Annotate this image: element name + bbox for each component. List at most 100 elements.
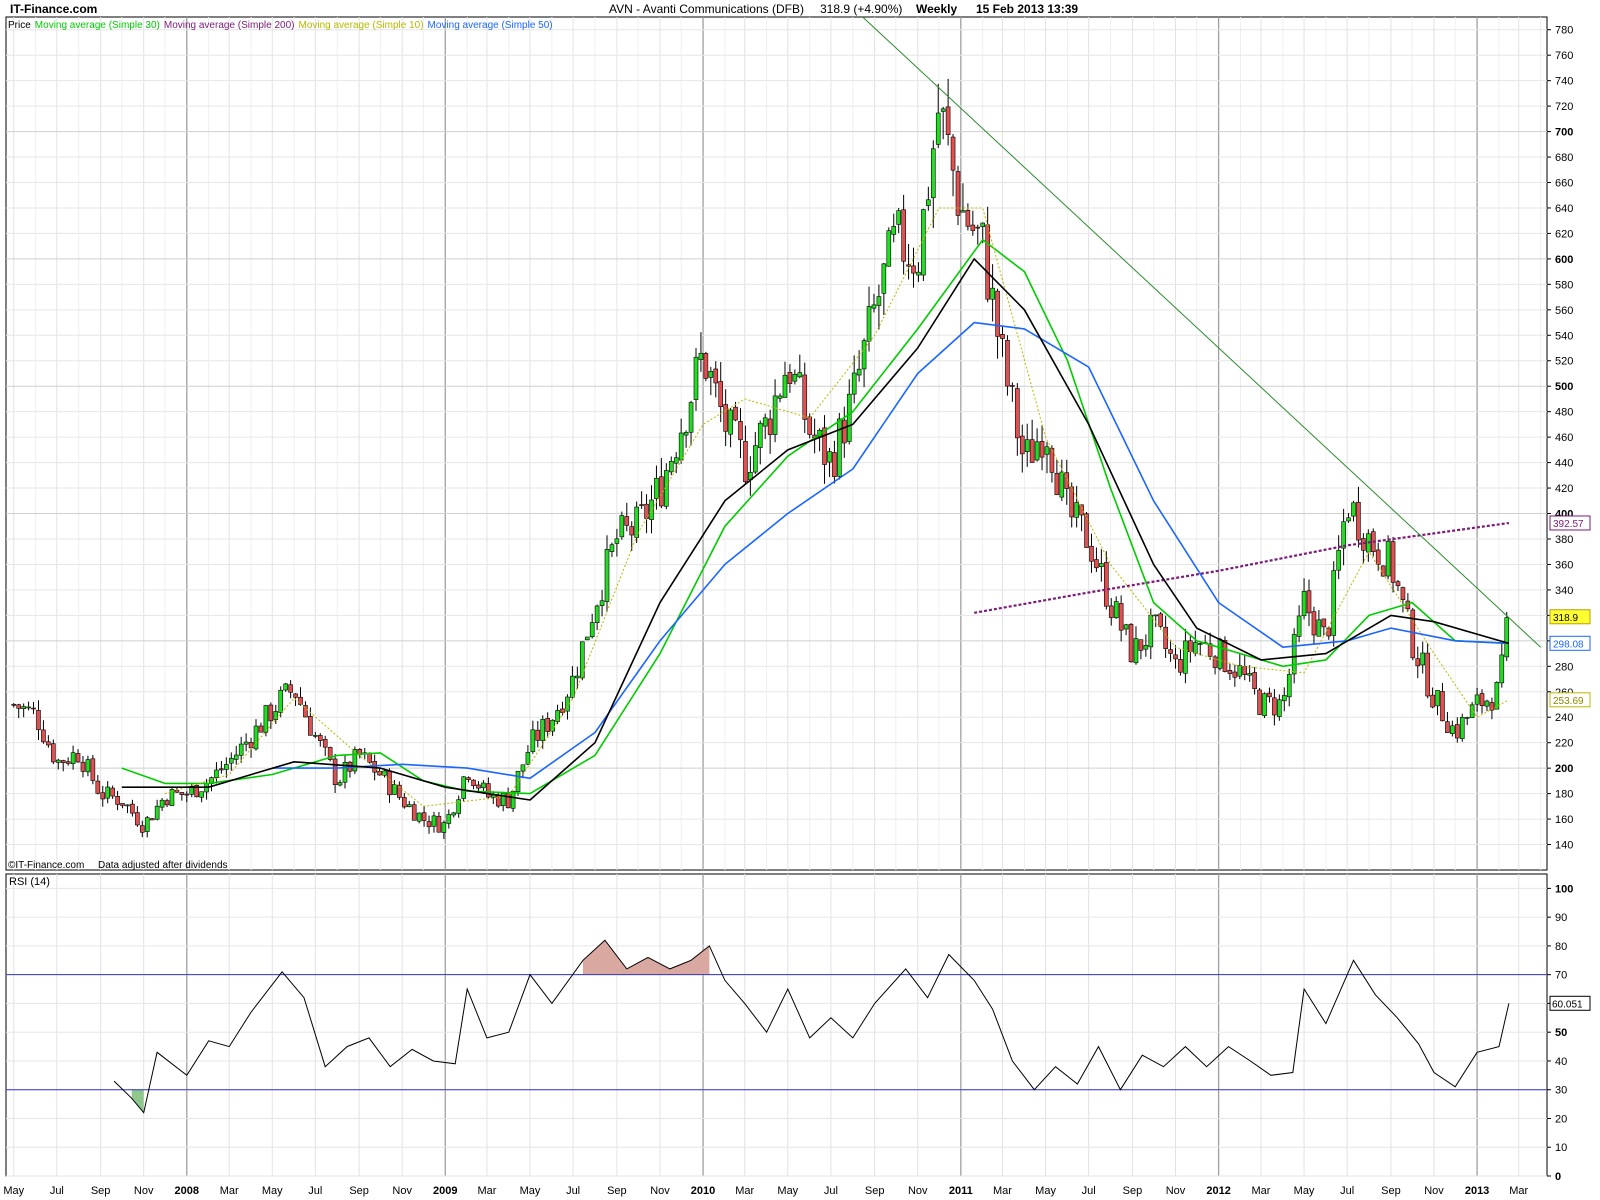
candle-body (891, 226, 897, 235)
y-tick-label: 200 (1555, 763, 1573, 775)
x-tick-label: May (1294, 1185, 1315, 1197)
candle-body (1118, 603, 1124, 631)
candle-body (515, 770, 521, 792)
candle-body (594, 605, 600, 624)
rsi-y-axis: 0102030405060708090100 (1547, 883, 1573, 1183)
candle-body (1440, 691, 1445, 722)
candle-body (673, 457, 679, 464)
candle-body (120, 803, 125, 806)
candle-body (85, 759, 91, 773)
y-tick-label: 460 (1555, 432, 1573, 444)
candle-body (1390, 541, 1396, 583)
candle-body (535, 729, 541, 741)
y-tick-label: 720 (1555, 101, 1573, 113)
candle-body (436, 815, 442, 833)
candle-body (159, 799, 165, 808)
candle-body (461, 776, 466, 799)
candle-body (238, 743, 244, 756)
candle-body (456, 799, 461, 814)
candle-body (896, 210, 901, 225)
y-tick-label: 600 (1555, 254, 1573, 266)
y-tick-label: 220 (1555, 738, 1573, 750)
x-tick-label: Nov (1166, 1185, 1186, 1197)
candle-body (703, 353, 709, 379)
candle-body (545, 718, 550, 732)
candle-body (792, 373, 798, 382)
candle-body (560, 708, 565, 713)
candle-body (31, 707, 36, 710)
x-tick-label: May (520, 1185, 541, 1197)
legend-entry: Price (8, 20, 31, 31)
candle-body (125, 804, 130, 807)
candle-body (1188, 640, 1193, 653)
value-badge-label: 253.69 (1553, 696, 1584, 707)
rsi-title: RSI (14) (9, 876, 50, 888)
candle-body (476, 784, 481, 789)
candle-body (65, 761, 71, 764)
y-tick-label: 620 (1555, 228, 1573, 240)
candle-body (797, 372, 803, 378)
candle-body (135, 812, 140, 826)
candle-body (599, 600, 605, 606)
candle-body (772, 395, 778, 435)
candle-body (906, 264, 911, 267)
y-tick-label: 420 (1555, 483, 1573, 495)
candle-body (520, 764, 526, 772)
candle-body (1158, 613, 1163, 627)
candle-body (950, 136, 956, 171)
rsi-extreme-area (131, 1089, 144, 1113)
candle-body (392, 784, 397, 795)
candle-body (1064, 472, 1070, 489)
candle-body (248, 742, 254, 749)
legend-entry: Moving average (Simple 10) (298, 20, 423, 31)
y-tick-label: 340 (1555, 585, 1573, 597)
rsi-badge-box (1549, 995, 1591, 1011)
y-tick-label: 540 (1555, 330, 1573, 342)
copyright-note: ©IT-Finance.com (8, 860, 84, 871)
candle-body (1356, 501, 1361, 541)
candle-body (253, 725, 259, 750)
candle-body (224, 764, 229, 770)
candle-body (1138, 639, 1144, 651)
x-tick-label: Mar (477, 1185, 496, 1197)
candle-body (876, 296, 882, 306)
x-tick-label: Jul (1340, 1185, 1354, 1197)
candle-body (1099, 563, 1104, 568)
x-tick-label: Nov (134, 1185, 154, 1197)
x-tick-label: Mar (735, 1185, 754, 1197)
candle-body (1474, 694, 1480, 705)
candle-body (1425, 652, 1430, 697)
rsi-y-tick-label: 50 (1555, 1027, 1567, 1039)
candle-body (1272, 697, 1277, 716)
rsi-y-tick-label: 20 (1555, 1113, 1567, 1125)
candle-body (243, 741, 249, 745)
candle-body (1168, 649, 1173, 654)
candle-body (140, 825, 145, 833)
candle-body (179, 792, 185, 795)
candle-body (1499, 654, 1505, 684)
y-tick-label: 760 (1555, 50, 1573, 62)
x-tick-label: 2013 (1465, 1185, 1489, 1197)
rsi-y-tick-label: 10 (1555, 1142, 1567, 1154)
x-tick-label: Sep (607, 1185, 627, 1197)
candle-body (970, 224, 976, 231)
candle-body (446, 814, 452, 824)
candle-body (837, 418, 842, 477)
x-tick-label: Nov (908, 1185, 928, 1197)
candle-body (1183, 640, 1188, 674)
value-badge-box (1549, 609, 1591, 625)
candle-body (317, 735, 323, 741)
candle-body (1450, 725, 1455, 735)
candle-body (189, 785, 195, 795)
rsi-line (113, 939, 1510, 1114)
candle-body (1479, 693, 1485, 706)
candle-body (174, 790, 180, 793)
x-tick-label: Mar (993, 1185, 1012, 1197)
x-tick-label: May (1035, 1185, 1056, 1197)
candle-body (1217, 638, 1223, 669)
y-tick-label: 580 (1555, 279, 1573, 291)
candle-body (273, 711, 279, 720)
site-brand[interactable]: IT-Finance.com (10, 2, 97, 16)
candle-body (718, 381, 724, 407)
candle-body (668, 460, 674, 473)
